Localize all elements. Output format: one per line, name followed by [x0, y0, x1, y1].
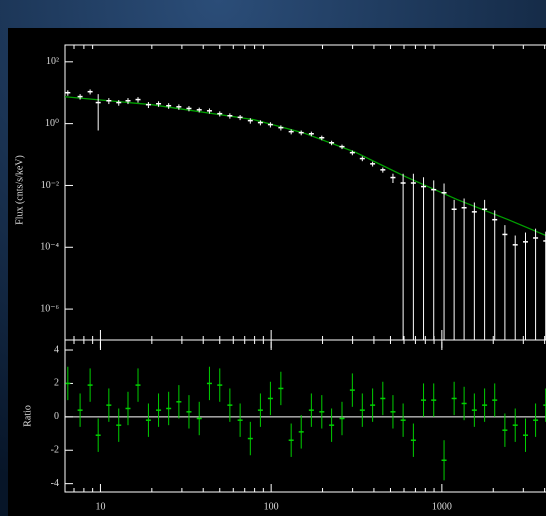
x-tick-label: 100 — [264, 501, 279, 512]
x-tick-label: 10 — [95, 501, 105, 512]
y-axis-label: Ratio — [22, 405, 33, 427]
y-tick-label: 4 — [54, 344, 59, 355]
y-tick-label: 10⁰ — [45, 118, 59, 129]
plot-background — [8, 28, 546, 516]
x-tick-label: 1000 — [432, 501, 452, 512]
y-tick-label: 0 — [54, 411, 59, 422]
y-tick-label: 10⁻⁴ — [40, 242, 59, 253]
page: Flux (cnts/s/keV) Ratio 10² 10⁰ 10⁻² 10⁻⁴ 10… — [0, 0, 546, 516]
y-tick-label: 10⁻² — [41, 180, 59, 191]
y-tick-label: 10² — [46, 56, 59, 67]
y-axis-label: Flux (cnts/s/keV) — [14, 155, 25, 225]
y-tick-label: 10⁻⁶ — [40, 303, 59, 314]
y-tick-label: -2 — [51, 445, 59, 456]
chart: Flux (cnts/s/keV) Ratio 10² 10⁰ 10⁻² 10⁻⁴ 10… — [0, 0, 546, 516]
y-tick-label: -4 — [51, 478, 59, 489]
y-tick-label: 2 — [54, 378, 59, 389]
